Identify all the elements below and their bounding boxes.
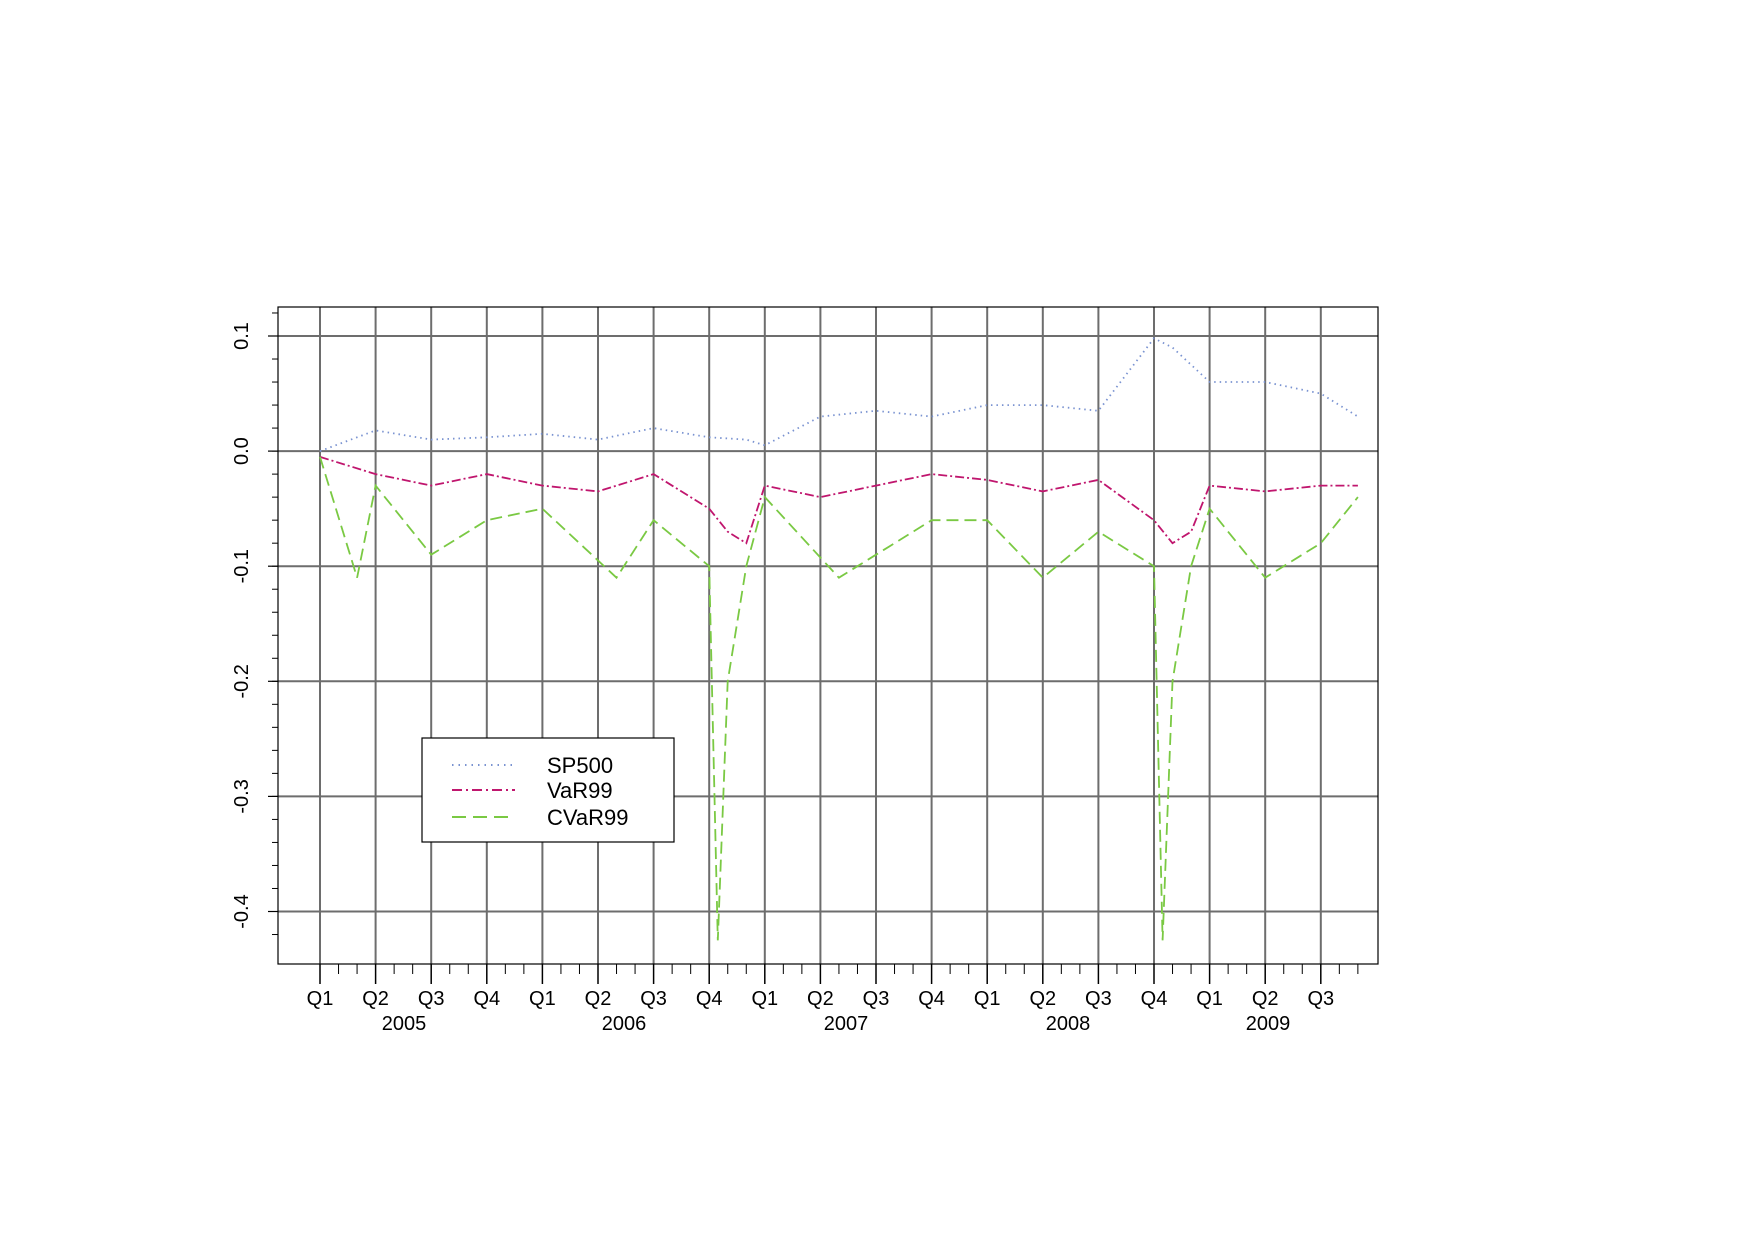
x-quarter-label: Q1 [529, 988, 556, 1010]
x-quarter-label: Q1 [974, 988, 1001, 1010]
series-sp500 [319, 337, 1359, 452]
series-cvar99 [319, 456, 1359, 941]
series-var99 [319, 456, 1358, 545]
x-quarter-label: Q4 [473, 988, 500, 1010]
x-quarter-label: Q3 [418, 988, 445, 1010]
x-quarter-label: Q3 [1307, 988, 1334, 1010]
y-tick-label: -0.1 [231, 549, 253, 583]
y-axis: 0.1 0.0 -0.1 -0.2 -0.3 -0.4 [231, 312, 278, 936]
plot-frame [277, 306, 1379, 965]
x-quarter-label: Q2 [1029, 988, 1056, 1010]
x-quarter-label: Q3 [640, 988, 667, 1010]
x-quarter-label: Q4 [696, 988, 723, 1010]
legend-box [421, 737, 675, 843]
x-quarter-label: Q2 [1252, 988, 1279, 1010]
legend-label-sp500: SP500 [547, 753, 613, 778]
x-quarter-label: Q1 [1196, 988, 1223, 1010]
x-quarter-label: Q1 [307, 988, 334, 1010]
y-tick-label: 0.0 [231, 437, 253, 465]
x-quarter-label: Q4 [1141, 988, 1168, 1010]
x-quarter-label: Q3 [863, 988, 890, 1010]
y-tick-label: 0.1 [231, 322, 253, 350]
grid [278, 307, 1378, 964]
y-tick-label: -0.4 [231, 894, 253, 928]
series-group [319, 337, 1359, 941]
x-year-label: 2006 [602, 1013, 647, 1035]
x-year-label: 2009 [1246, 1013, 1291, 1035]
x-year-label: 2007 [824, 1013, 869, 1035]
x-axis: Q1 Q2 Q3 Q4 Q1 Q2 Q3 Q4 Q1 Q2 Q3 Q4 Q1 Q2 Q3 Q4 Q1 Q2 Q3 20… [307, 964, 1359, 1035]
x-quarter-label: Q2 [807, 988, 834, 1010]
x-quarter-label: Q2 [362, 988, 389, 1010]
x-quarter-label: Q2 [585, 988, 612, 1010]
x-quarter-label: Q3 [1085, 988, 1112, 1010]
x-quarter-label: Q4 [918, 988, 945, 1010]
legend-label-var99: VaR99 [547, 778, 613, 803]
y-tick-label: -0.3 [231, 779, 253, 813]
x-year-label: 2005 [382, 1013, 427, 1035]
legend: SP500 VaR99 CVaR99 [421, 737, 675, 843]
y-tick-label: -0.2 [231, 664, 253, 698]
legend-label-cvar99: CVaR99 [547, 805, 629, 830]
x-year-label: 2008 [1046, 1013, 1091, 1035]
x-quarter-label: Q1 [751, 988, 778, 1010]
